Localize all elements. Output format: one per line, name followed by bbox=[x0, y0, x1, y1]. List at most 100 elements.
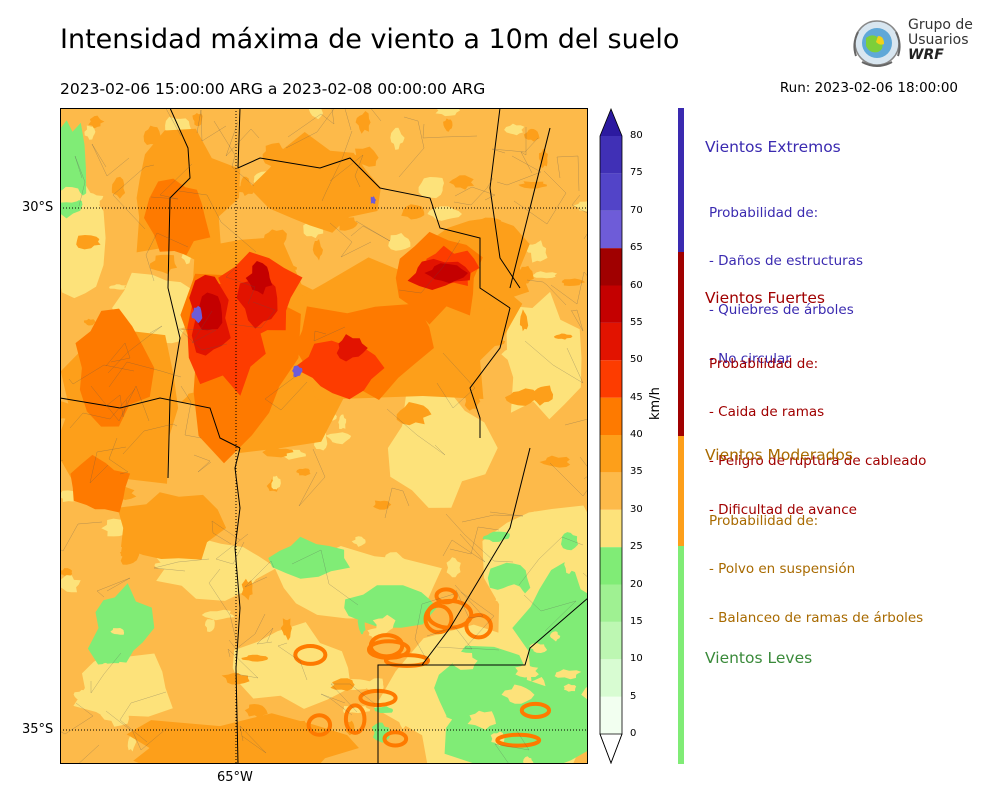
wind-patch bbox=[418, 177, 444, 199]
department-border bbox=[193, 454, 212, 473]
wind-patch bbox=[330, 678, 355, 691]
department-border bbox=[225, 267, 256, 305]
map-frame bbox=[60, 108, 588, 764]
wind-patch bbox=[355, 111, 371, 134]
yellow-zone bbox=[73, 652, 173, 721]
department-border bbox=[256, 627, 274, 645]
lat-label-35s: 35°S bbox=[22, 722, 54, 737]
wind-patch bbox=[75, 192, 104, 205]
wind-patch bbox=[110, 661, 138, 687]
colorbar-outline bbox=[599, 107, 623, 765]
colorbar-extend-min bbox=[599, 733, 623, 765]
wind-patch bbox=[564, 556, 577, 574]
wind-patch bbox=[518, 181, 547, 189]
department-border bbox=[229, 301, 276, 329]
wind-field bbox=[60, 108, 588, 764]
colorbar-segment bbox=[600, 397, 622, 435]
department-border bbox=[145, 232, 189, 282]
colorbar-tick-label: 35 bbox=[630, 466, 643, 478]
department-border bbox=[89, 446, 127, 484]
department-border bbox=[78, 744, 100, 764]
department-border bbox=[227, 648, 259, 679]
logo-line2: Usuarios bbox=[908, 32, 969, 48]
globe-icon bbox=[853, 20, 901, 67]
department-border bbox=[321, 130, 353, 202]
colorbar-tick-label: 50 bbox=[630, 354, 643, 366]
department-border bbox=[454, 584, 484, 619]
department-border bbox=[211, 520, 241, 545]
wind-patch bbox=[467, 710, 496, 730]
colorbar-segment bbox=[600, 435, 622, 473]
department-border bbox=[442, 533, 486, 563]
wind-patch bbox=[241, 654, 269, 662]
strong-band bbox=[678, 252, 684, 436]
wind-patch bbox=[241, 578, 253, 601]
department-border bbox=[550, 271, 588, 305]
wind-patch bbox=[561, 532, 578, 551]
colorbar-tick-label: 25 bbox=[630, 541, 643, 553]
category-strong-line: - Peligro de ruptura de cableado bbox=[709, 453, 927, 470]
department-border bbox=[165, 108, 182, 137]
colorbar-tick-label: 0 bbox=[630, 728, 637, 739]
colorbar-segment bbox=[600, 547, 622, 585]
colorbar-segment bbox=[600, 173, 622, 211]
colorbar-tick-label: 30 bbox=[630, 503, 643, 515]
category-strong-line: - Dificultad de avance bbox=[709, 502, 857, 519]
wind-patch bbox=[401, 204, 425, 220]
wind-patch bbox=[527, 511, 541, 532]
wind-patch bbox=[446, 557, 461, 578]
wind-swirl bbox=[343, 703, 367, 735]
department-border bbox=[180, 385, 202, 439]
department-border bbox=[91, 143, 130, 177]
extreme-wind-spot bbox=[292, 365, 303, 378]
department-border bbox=[398, 239, 461, 294]
category-extreme-line: - Quiebres de árboles bbox=[709, 302, 854, 319]
wind-patch bbox=[504, 123, 525, 136]
department-border bbox=[329, 154, 364, 188]
department-border bbox=[90, 652, 122, 694]
colorbar-tick-label: 5 bbox=[630, 690, 637, 702]
strong-wind-zone bbox=[117, 492, 227, 560]
wind-patch bbox=[100, 703, 131, 727]
category-title-strong: Vientos Fuertes bbox=[705, 289, 825, 307]
light-band bbox=[678, 546, 684, 764]
strong-wind-zone bbox=[336, 334, 368, 362]
wind-patch bbox=[325, 432, 352, 445]
department-border bbox=[422, 123, 478, 139]
department-border bbox=[449, 526, 500, 555]
wind-patch bbox=[351, 536, 366, 547]
colorbar-segment bbox=[600, 509, 622, 548]
department-border bbox=[60, 521, 103, 552]
wind-patch bbox=[154, 560, 177, 570]
department-border bbox=[454, 186, 496, 201]
wind-patch bbox=[531, 385, 554, 406]
colorbar-segment bbox=[600, 285, 622, 323]
wind-swirl bbox=[306, 713, 333, 737]
run-time: Run: 2023-02-06 18:00:00 bbox=[779, 80, 958, 96]
wind-patch bbox=[60, 568, 73, 576]
category-moderate-line: - Polvo en suspensión bbox=[709, 561, 856, 578]
department-border bbox=[523, 594, 577, 632]
moderate-band bbox=[678, 436, 684, 546]
category-extreme-line: - Daños de estructuras bbox=[709, 253, 864, 270]
province-border bbox=[509, 127, 551, 289]
wind-patch bbox=[487, 748, 514, 758]
colorbar-tick-label: 60 bbox=[630, 279, 643, 291]
wind-patch bbox=[271, 475, 281, 490]
wind-patch bbox=[373, 500, 392, 510]
wind-swirl bbox=[519, 701, 552, 720]
wind-patch bbox=[308, 108, 323, 120]
department-border bbox=[494, 730, 530, 764]
wind-patch bbox=[572, 200, 588, 212]
forecast-period: 2023-02-06 15:00:00 ARG a 2023-02-08 00:… bbox=[60, 80, 486, 98]
wind-patch bbox=[380, 552, 408, 568]
department-border bbox=[150, 163, 193, 200]
wind-swirl bbox=[434, 587, 458, 605]
department-border bbox=[108, 361, 182, 388]
green-zone bbox=[344, 585, 437, 628]
colorbar-tick-label: 45 bbox=[630, 391, 643, 403]
department-border bbox=[414, 593, 455, 665]
strong-wind-zone bbox=[75, 308, 155, 427]
wind-patch bbox=[501, 344, 530, 362]
category-extreme-line: Probabilidad de: bbox=[709, 204, 819, 221]
